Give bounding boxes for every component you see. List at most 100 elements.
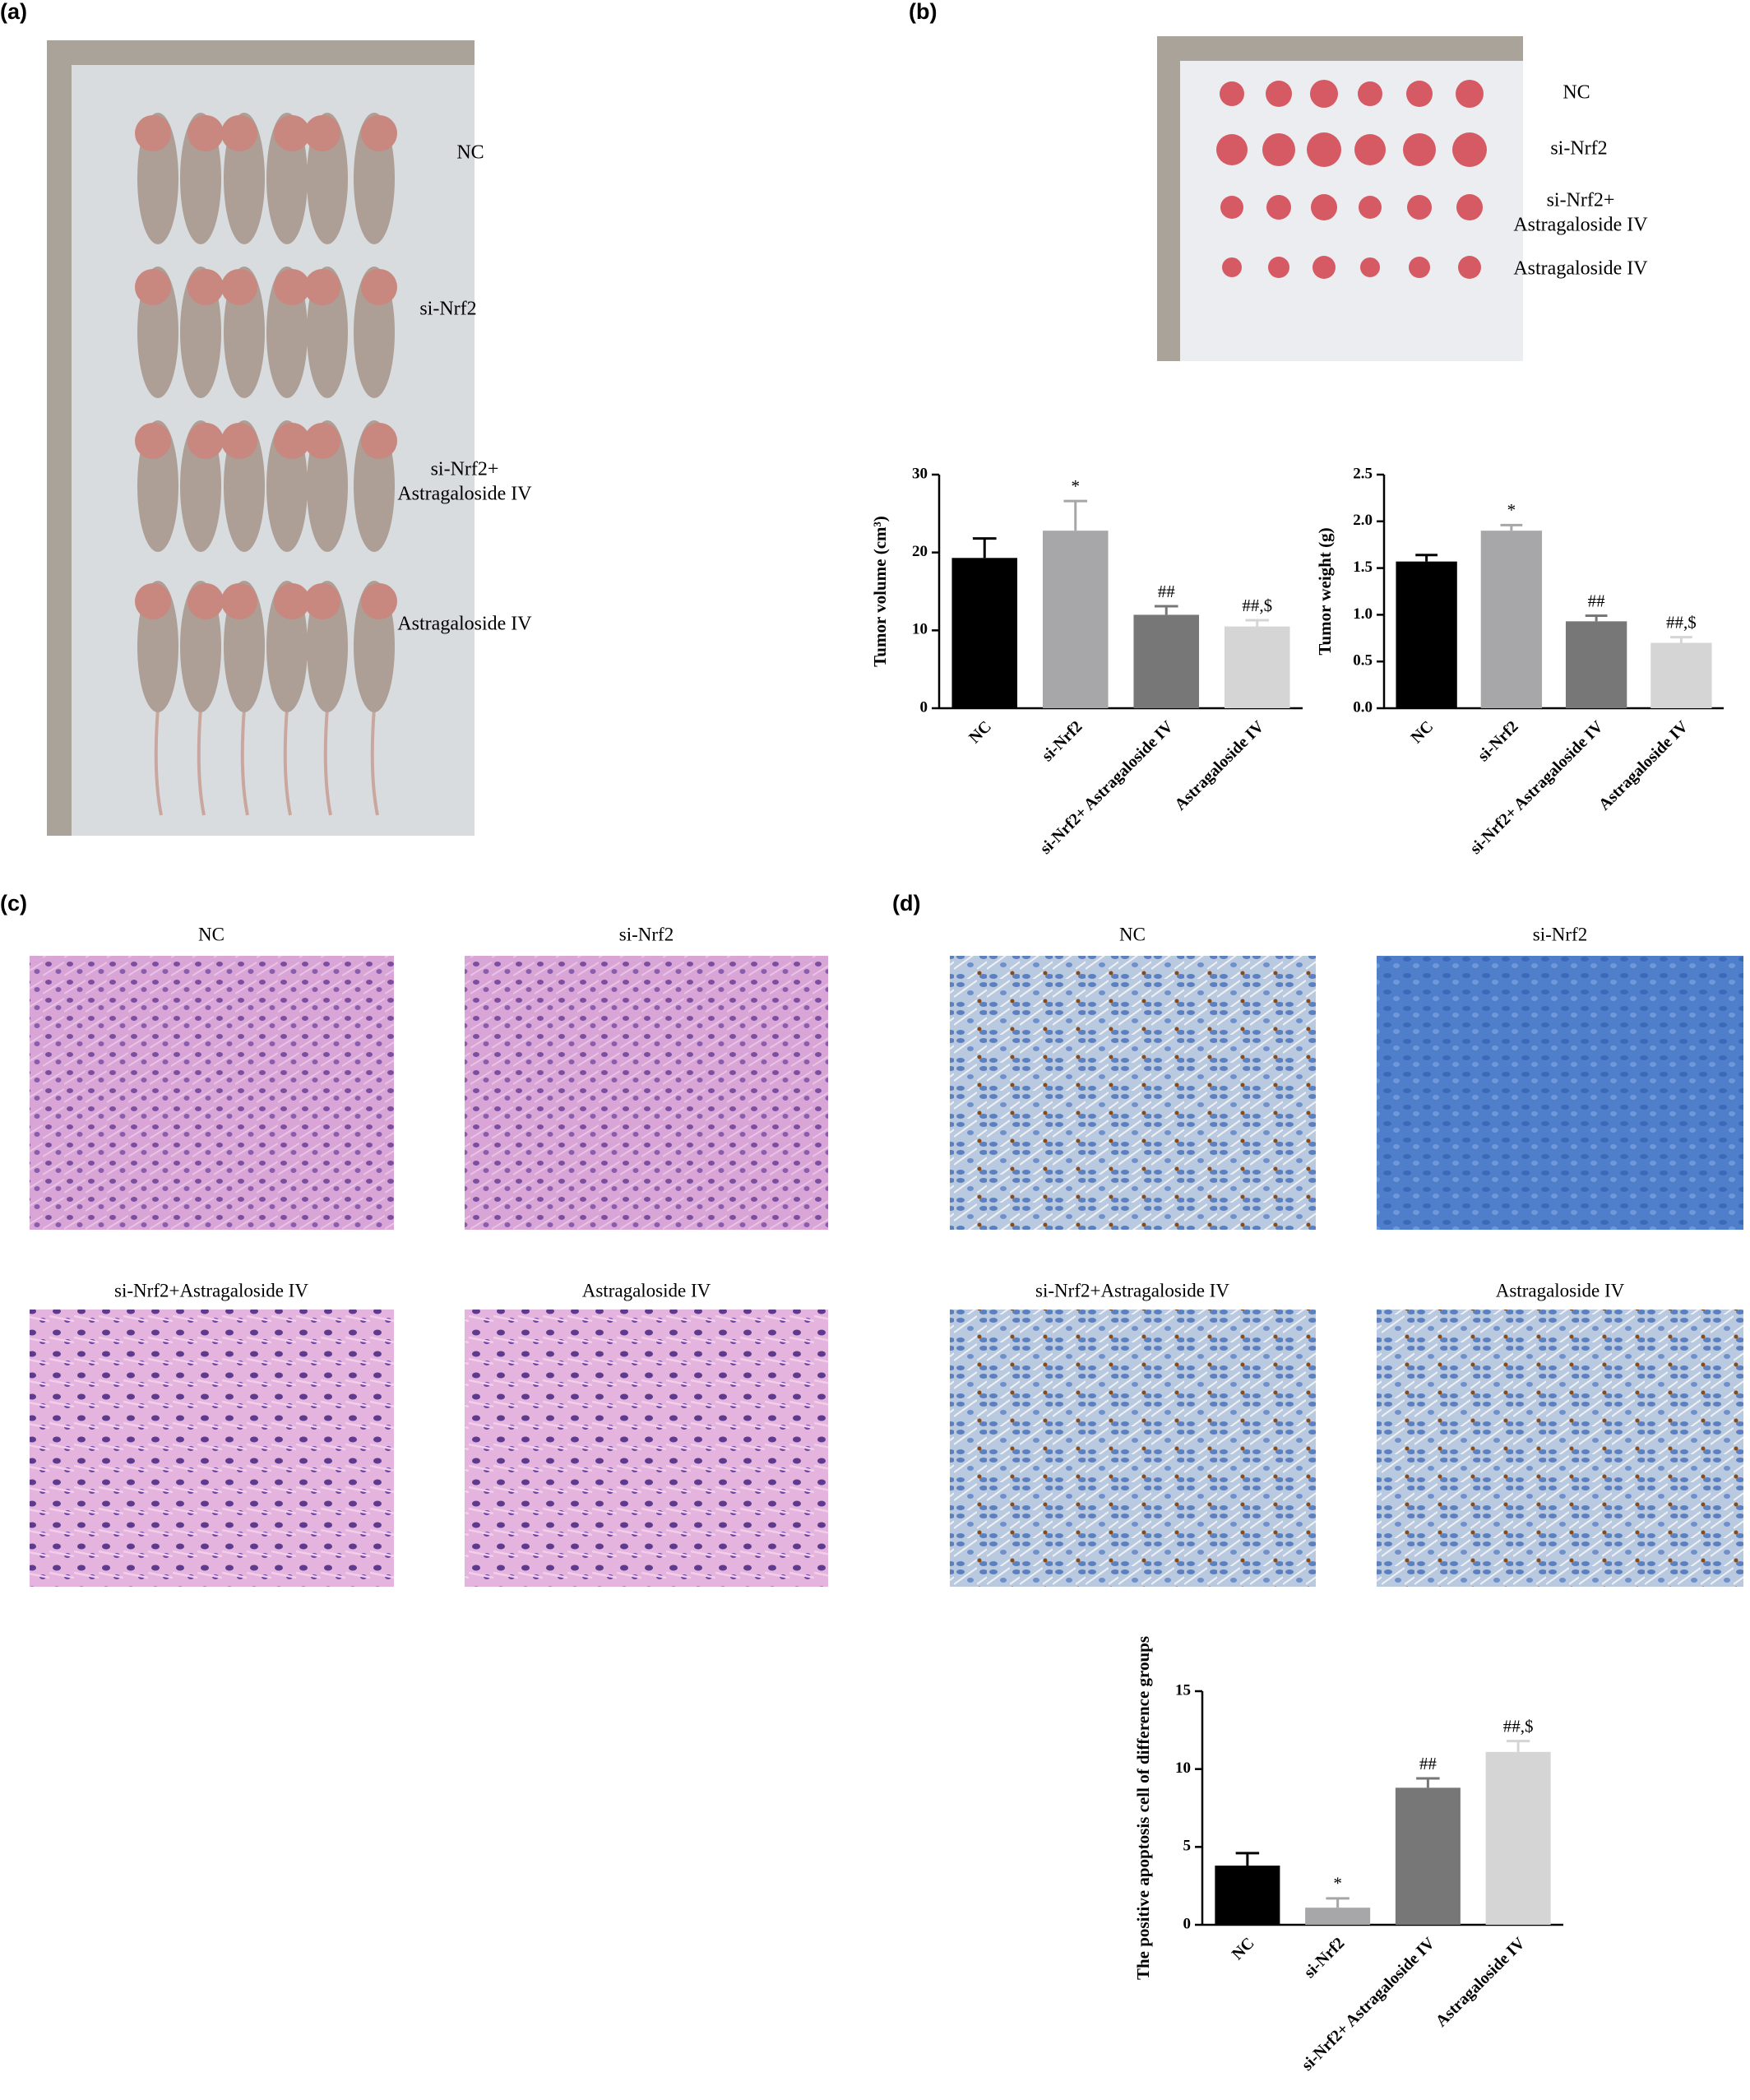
mouse-tumor	[221, 583, 257, 619]
mouse-tail	[370, 707, 379, 816]
tumor	[1403, 133, 1436, 166]
x-tick-label: si-Nrf2	[1039, 717, 1086, 765]
error-bar	[1245, 619, 1270, 627]
annotation: *	[1072, 476, 1081, 496]
y-tick-label: 30	[912, 465, 928, 482]
panel-label: (d)	[892, 891, 920, 916]
mouse-tumor	[188, 423, 224, 459]
tumor	[1358, 81, 1382, 106]
tumor	[1354, 134, 1386, 165]
image-title: Astragaloside IV	[1496, 1280, 1625, 1300]
y-tick-label: 0.0	[1353, 698, 1373, 716]
annotation: ##	[1158, 582, 1176, 601]
panel-label: (a)	[0, 0, 27, 24]
image-title: si-Nrf2+Astragaloside IV	[114, 1280, 308, 1300]
mouse-tumor	[304, 583, 340, 619]
error-bar	[1415, 554, 1438, 562]
tumor	[1220, 81, 1244, 106]
y-tick-label: 2.5	[1353, 465, 1373, 482]
tumor	[1262, 133, 1295, 166]
x-tick-label: NC	[1407, 717, 1437, 747]
x-tick-label: si-Nrf2	[1300, 1934, 1348, 1982]
mouse-tumor	[135, 423, 171, 459]
x-tick-label: NC	[965, 717, 995, 747]
mouse-tail	[197, 707, 206, 816]
image-title: si-Nrf2	[1533, 924, 1587, 944]
annotation: *	[1333, 1874, 1342, 1894]
annotation: ##,$	[1242, 596, 1272, 615]
bar	[1395, 1787, 1461, 1925]
y-tick-label: 15	[1175, 1681, 1191, 1699]
tumor	[1359, 196, 1382, 219]
mouse-tumor	[361, 423, 397, 459]
x-tick-label: NC	[1229, 1934, 1258, 1963]
error-bar	[1506, 1740, 1530, 1752]
mice-photo	[47, 40, 475, 836]
group-label: si-Nrf2+	[431, 459, 499, 480]
y-tick-label: 5	[1183, 1838, 1192, 1855]
mouse-tumor	[135, 269, 171, 305]
error-bar	[1416, 1777, 1440, 1788]
bar	[1485, 1751, 1551, 1925]
mouse-tumor	[304, 269, 340, 305]
tumor	[1266, 195, 1291, 220]
mouse-tumor	[361, 115, 397, 151]
error-bar	[1669, 636, 1692, 643]
error-bar	[1585, 614, 1608, 622]
mouse-tumor	[221, 115, 257, 151]
mouse-tumor	[135, 115, 171, 151]
x-tick-label: Astragaloside IV	[1595, 717, 1692, 814]
group-label: si-Nrf2+	[1547, 190, 1615, 211]
error-bar	[1235, 1852, 1260, 1866]
annotation: ##	[1588, 591, 1606, 610]
tumor	[1360, 257, 1380, 277]
y-tick-label: 1.0	[1353, 605, 1373, 623]
image-title: NC	[1119, 924, 1146, 944]
x-tick-label: Astragaloside IV	[1171, 717, 1268, 814]
bar	[1650, 642, 1712, 708]
bar	[1565, 621, 1627, 708]
ihc-image	[950, 1310, 1316, 1587]
bar	[1224, 626, 1290, 708]
ihc-image	[950, 956, 1316, 1230]
group-label: Astragaloside IV	[397, 484, 532, 505]
ihc-image	[1377, 956, 1743, 1230]
mouse-tumor	[361, 269, 397, 305]
bar	[1215, 1866, 1280, 1925]
error-bar	[1063, 499, 1088, 531]
mouse-tail	[323, 707, 332, 816]
annotation: ##	[1419, 1754, 1438, 1773]
he-image	[465, 1310, 828, 1587]
group-label: NC	[1562, 82, 1590, 104]
group-label: NC	[456, 142, 484, 164]
mouse-tumor	[361, 583, 397, 619]
image-title: si-Nrf2	[619, 924, 674, 944]
tumor	[1268, 257, 1289, 278]
annotation: ##,$	[1503, 1716, 1534, 1736]
tumor	[1458, 256, 1481, 279]
bar	[1133, 614, 1200, 708]
y-tick-label: 10	[1175, 1759, 1191, 1777]
mouse-tail	[283, 707, 292, 816]
y-axis-label: The positive apoptosis cell of differenc…	[1133, 1636, 1153, 1980]
tumor	[1310, 80, 1338, 108]
y-tick-label: 2.0	[1353, 512, 1373, 529]
error-bar	[1326, 1897, 1350, 1908]
mouse-tumor	[274, 115, 310, 151]
tumor-photo	[1157, 36, 1523, 361]
tumor	[1456, 80, 1484, 108]
mouse-tumor	[221, 269, 257, 305]
bar	[951, 558, 1018, 708]
mouse-tumor	[188, 115, 224, 151]
tumor	[1407, 195, 1432, 220]
mouse-tail	[240, 707, 249, 816]
tumor	[1456, 194, 1483, 220]
annotation: *	[1507, 500, 1516, 520]
error-bar	[1154, 605, 1178, 615]
mouse-tumor	[304, 423, 340, 459]
group-label: Astragaloside IV	[397, 614, 532, 635]
annotation: ##,$	[1666, 612, 1697, 632]
error-bar	[1500, 523, 1523, 531]
tumor	[1266, 81, 1292, 107]
